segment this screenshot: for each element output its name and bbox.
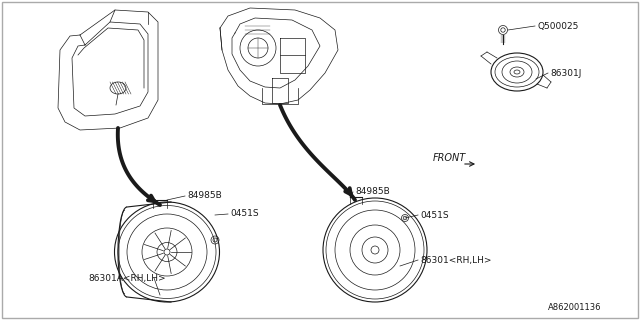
- Text: 84985B: 84985B: [355, 188, 390, 196]
- Text: 86301A<RH,LH>: 86301A<RH,LH>: [88, 275, 166, 284]
- Text: FRONT: FRONT: [433, 153, 467, 163]
- Text: 86301J: 86301J: [550, 68, 581, 77]
- Text: 0451S: 0451S: [420, 211, 449, 220]
- Text: 0451S: 0451S: [230, 210, 259, 219]
- Text: Q500025: Q500025: [537, 21, 579, 30]
- Text: 86301<RH,LH>: 86301<RH,LH>: [420, 255, 492, 265]
- Text: 84985B: 84985B: [187, 191, 221, 201]
- Text: A862001136: A862001136: [548, 303, 602, 313]
